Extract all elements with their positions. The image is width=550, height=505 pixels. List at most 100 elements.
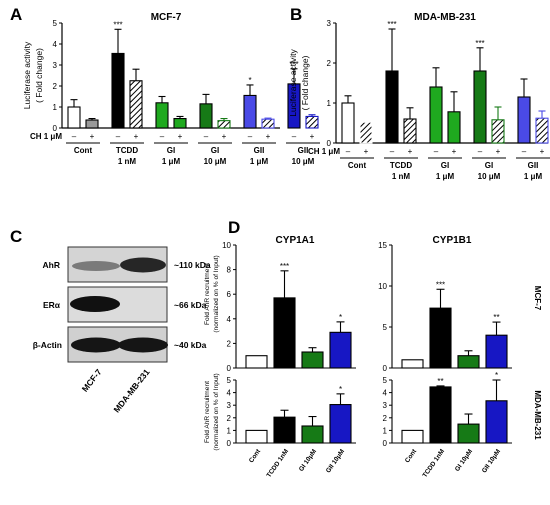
treatment-mark: +: [266, 132, 271, 141]
group-dose-label: 1 nM: [392, 172, 411, 181]
blot-label-actin: β-Actin: [33, 340, 62, 350]
bar: [329, 404, 352, 444]
treatment-mark: –: [478, 147, 483, 156]
significance-label: ***: [289, 60, 298, 69]
y-axis-label-line1: Luciferase activity: [288, 48, 298, 116]
bar: [385, 70, 399, 144]
treatment-label: CH 1 μM: [30, 132, 62, 141]
blot-size-ahr: ~110 kDa: [174, 260, 211, 270]
category-label: GI 10μM: [298, 448, 318, 473]
bar: [199, 103, 213, 129]
significance-label: *: [339, 313, 342, 322]
treatment-mark: –: [248, 132, 253, 141]
blot-lane-mcf7: MCF-7: [80, 367, 104, 394]
chart-cyp1a1-mda: 0 1 2 3 4 5 Cont TCDD 1nM GI 10μM * GII 10μM: [227, 376, 356, 479]
group-label: Cont: [348, 161, 367, 170]
bar: [85, 119, 99, 129]
bar: [429, 307, 452, 369]
y-tick-label: 10: [222, 241, 231, 250]
group-dose-label: 1 μM: [436, 172, 455, 181]
y-tick-label: 2: [383, 414, 388, 423]
chart-cyp1b1-mda: 0 1 2 3 4 5 Cont ** TCDD 1nM GI 10μM * GII 10μM: [383, 371, 512, 479]
band-ahr-mda: [120, 257, 166, 273]
treatment-mark: –: [116, 132, 121, 141]
bar: [457, 423, 480, 444]
treatment-mark: +: [496, 147, 501, 156]
category-label: GII 10μM: [481, 448, 502, 474]
bar: [447, 111, 461, 144]
treatment-mark: –: [522, 147, 527, 156]
panel-label-a: A: [10, 5, 22, 24]
chart-title: MCF-7: [151, 12, 182, 23]
bar: [67, 106, 81, 129]
bar: [111, 52, 125, 129]
y-tick-label: 4: [227, 315, 232, 324]
significance-label: ***: [475, 39, 484, 48]
y-tick-label: 0: [383, 439, 388, 448]
bar: [129, 80, 143, 129]
y-tick-label: 0: [227, 439, 232, 448]
treatment-mark: +: [364, 147, 369, 156]
treatment-mark: +: [540, 147, 545, 156]
blot-size-era: ~66 kDa: [174, 300, 207, 310]
significance-label: *: [495, 371, 498, 380]
bar: [485, 400, 508, 444]
category-label: Cont: [404, 447, 419, 464]
significance-label: ***: [387, 20, 396, 29]
western-blot: AhR ERα β-Actin ~110 kDa ~66 kDa ~40 kDa…: [33, 246, 211, 415]
chart-title: MDA-MB-231: [414, 12, 476, 23]
bar: [429, 86, 443, 144]
y-tick-label: 0: [227, 364, 232, 373]
treatment-mark: +: [408, 147, 413, 156]
category-label: TCDD 1nM: [422, 448, 447, 479]
bar: [535, 117, 549, 144]
blot-size-actin: ~40 kDa: [174, 340, 207, 350]
category-label: GI 10μM: [454, 448, 474, 473]
treatment-mark: +: [178, 132, 183, 141]
group-dose-label: 10 μM: [478, 172, 501, 181]
group-label: GII: [254, 146, 265, 155]
group-dose-label: 1 μM: [250, 157, 269, 166]
bar: [301, 351, 324, 369]
category-label: Cont: [248, 447, 263, 464]
bar: [301, 425, 324, 444]
blot-label-ahr: AhR: [43, 260, 60, 270]
significance-label: ***: [280, 262, 289, 271]
bar: [305, 115, 319, 129]
y-tick-label: 3: [53, 61, 58, 70]
significance-label: **: [493, 313, 499, 322]
panel-label-d: D: [228, 218, 240, 237]
y-tick-label: 2: [227, 414, 232, 423]
treatment-mark: +: [310, 132, 315, 141]
bar: [517, 96, 531, 144]
y-axis-label-line2: ( Fold change): [300, 55, 310, 110]
treatment-mark: –: [390, 147, 395, 156]
significance-label: **: [437, 377, 443, 386]
category-label: GII 10μM: [325, 448, 346, 474]
y-tick-label: 15: [378, 241, 387, 250]
treatment-mark: –: [346, 147, 351, 156]
y-tick-label: 1: [227, 426, 232, 435]
chart-title: CYP1A1: [276, 235, 315, 246]
group-label: Cont: [74, 146, 93, 155]
d-ylabel-top-2: (normalized on % of Input): [213, 255, 220, 332]
group-label: TCDD: [116, 146, 138, 155]
d-ylabel-bottom-1: Fold AhR recruitment: [204, 381, 211, 443]
group-label: GII: [528, 161, 539, 170]
panel-label-b: B: [290, 5, 302, 24]
bar: [359, 121, 373, 144]
y-tick-label: 0: [327, 139, 332, 148]
d-ylabel-top-1: Fold AhR recruitment: [204, 263, 211, 325]
y-tick-label: 6: [227, 290, 232, 299]
significance-label: *: [339, 385, 342, 394]
group-dose-label: 10 μM: [292, 157, 315, 166]
treatment-mark: –: [292, 132, 297, 141]
bar: [473, 70, 487, 144]
y-tick-label: 4: [53, 40, 58, 49]
bar: [217, 120, 231, 129]
bar: [155, 102, 169, 129]
group-label: GI: [167, 146, 175, 155]
